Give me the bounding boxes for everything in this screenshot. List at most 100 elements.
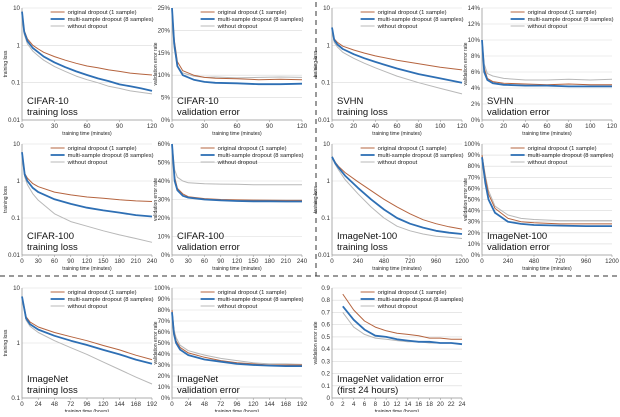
legend-label-none: without dropout <box>217 304 258 310</box>
x-tick-label: 14 <box>404 401 411 408</box>
panel-title-line1: ImageNet-100 <box>337 231 397 242</box>
y-tick-label: 0.3 <box>321 358 330 365</box>
legend-label-original: original dropout (1 sample) <box>68 290 137 296</box>
y-tick-label: 4% <box>471 85 480 92</box>
y-tick-label: 30% <box>468 219 481 226</box>
y-tick-label: 50% <box>158 160 171 167</box>
x-tick-label: 0 <box>170 123 174 130</box>
series-line-multi <box>21 152 153 218</box>
y-tick-label: 0.1 <box>11 80 20 87</box>
legend-label-none: without dropout <box>217 24 258 30</box>
legend-label-original: original dropout (1 sample) <box>218 146 287 152</box>
y-tick-label: 0.1 <box>11 395 20 402</box>
x-tick-label: 8 <box>374 401 378 408</box>
y-tick-label: 80% <box>468 163 481 170</box>
x-tick-label: 120 <box>232 258 243 265</box>
series-line-multi <box>331 156 463 235</box>
y-axis-label: validation error rate <box>463 178 469 221</box>
legend-label-original: original dropout (1 sample) <box>68 146 137 152</box>
x-tick-label: 0 <box>20 123 24 130</box>
panel-title-line1: ImageNet-100 <box>487 231 547 242</box>
legend-label-none: without dropout <box>377 24 418 30</box>
series-line-original <box>342 293 462 340</box>
y-tick-label: 100% <box>464 141 480 148</box>
y-tick-label: 0.01 <box>8 252 21 259</box>
x-tick-label: 120 <box>297 123 308 130</box>
chart-panel-imagenet-err-24h: 00.10.20.30.40.50.60.70.80.90 2 4 6 8 10 12 14 1… <box>313 285 466 415</box>
panel-title-line2: training loss <box>27 385 78 396</box>
chart-panel-imagenet100-loss: 0.01 0.1 1 10 0 240 480 720 960 1200 training time… <box>313 141 469 272</box>
x-tick-label: 40 <box>372 123 379 130</box>
y-tick-label: 60% <box>158 141 171 148</box>
legend-label-multi: multi-sample dropout (8 samples) <box>218 153 304 159</box>
legend: original dropout (1 sample)multi-sample … <box>50 146 154 166</box>
y-tick-label: 1 <box>17 340 21 347</box>
y-axis-label: validation error rate <box>153 42 159 85</box>
y-tick-label: 0.01 <box>318 117 331 124</box>
x-tick-label: 80 <box>415 123 422 130</box>
x-tick-label: 80 <box>565 123 572 130</box>
x-tick-label: 30 <box>35 258 42 265</box>
x-axis-label: training time (minutes) <box>522 266 572 272</box>
y-tick-label: 0.5 <box>321 334 330 341</box>
x-tick-label: 6 <box>363 401 367 408</box>
legend-label-multi: multi-sample dropout (8 samples) <box>528 153 614 159</box>
legend: original dropout (1 sample)multi-sample … <box>50 290 154 310</box>
y-tick-label: 0% <box>161 395 170 402</box>
y-tick-label: 14% <box>468 5 481 12</box>
y-tick-label: 8% <box>471 53 480 60</box>
chart-panel-cifar10-loss: 0.01 0.1 1 10 0 30 60 90 120 training time (minut… <box>3 5 158 137</box>
legend-label-none: without dropout <box>217 160 258 166</box>
legend-label-multi: multi-sample dropout (8 samples) <box>378 153 464 159</box>
x-tick-label: 210 <box>281 258 292 265</box>
legend: original dropout (1 sample)multi-sample … <box>510 10 614 30</box>
y-tick-label: 0.8 <box>321 297 330 304</box>
panel-title-line1: CIFAR-100 <box>27 231 74 242</box>
legend: original dropout (1 sample)multi-sample … <box>360 10 464 30</box>
x-tick-label: 120 <box>457 123 468 130</box>
y-tick-label: 10% <box>468 241 481 248</box>
x-tick-label: 24 <box>185 401 192 408</box>
x-tick-label: 100 <box>435 123 446 130</box>
y-tick-label: 10% <box>158 72 171 79</box>
series-line-original <box>481 39 612 86</box>
panel-title-line1: SVHN <box>487 96 514 107</box>
y-tick-label: 0 <box>327 395 331 402</box>
legend-label-none: without dropout <box>67 160 108 166</box>
x-tick-label: 168 <box>131 401 142 408</box>
x-tick-label: 12 <box>394 401 401 408</box>
y-tick-label: 0.4 <box>321 346 330 353</box>
x-axis-label: training time (minutes) <box>522 131 572 137</box>
chart-panel-imagenet100-err: 0% 10% 20% 30% 40% 50% 60% 70% 80% 90% 100% 0 240 480… <box>463 141 619 272</box>
x-tick-label: 120 <box>607 123 618 130</box>
panel-title-line2: training loss <box>337 242 388 253</box>
series-line-multi <box>331 27 463 84</box>
legend-label-none: without dropout <box>527 24 568 30</box>
x-tick-label: 48 <box>51 401 58 408</box>
y-tick-label: 10% <box>158 234 171 241</box>
y-tick-label: 20% <box>158 215 171 222</box>
legend-label-none: without dropout <box>377 304 418 310</box>
x-tick-label: 4 <box>352 401 356 408</box>
x-tick-label: 168 <box>281 401 292 408</box>
x-tick-label: 240 <box>147 258 158 265</box>
panel-title-line2: training loss <box>27 107 78 118</box>
y-tick-label: 40% <box>158 178 171 185</box>
legend-label-original: original dropout (1 sample) <box>528 146 597 152</box>
y-tick-label: 10 <box>323 141 330 148</box>
x-tick-label: 24 <box>35 401 42 408</box>
series-line-original <box>21 11 153 76</box>
x-tick-label: 192 <box>297 401 308 408</box>
y-axis-label: training loss <box>3 50 9 77</box>
y-tick-label: 10% <box>468 37 481 44</box>
panel-title-line1: CIFAR-10 <box>27 96 69 107</box>
y-tick-label: 40% <box>468 208 481 215</box>
x-tick-label: 60 <box>201 258 208 265</box>
x-tick-label: 0 <box>170 258 174 265</box>
chart-panel-svhn-err: 0% 2% 4% 6% 8% 10% 12% 14% 0 20 40 60 80 100 120 traini… <box>463 5 618 137</box>
panel-title-line2: training loss <box>27 242 78 253</box>
